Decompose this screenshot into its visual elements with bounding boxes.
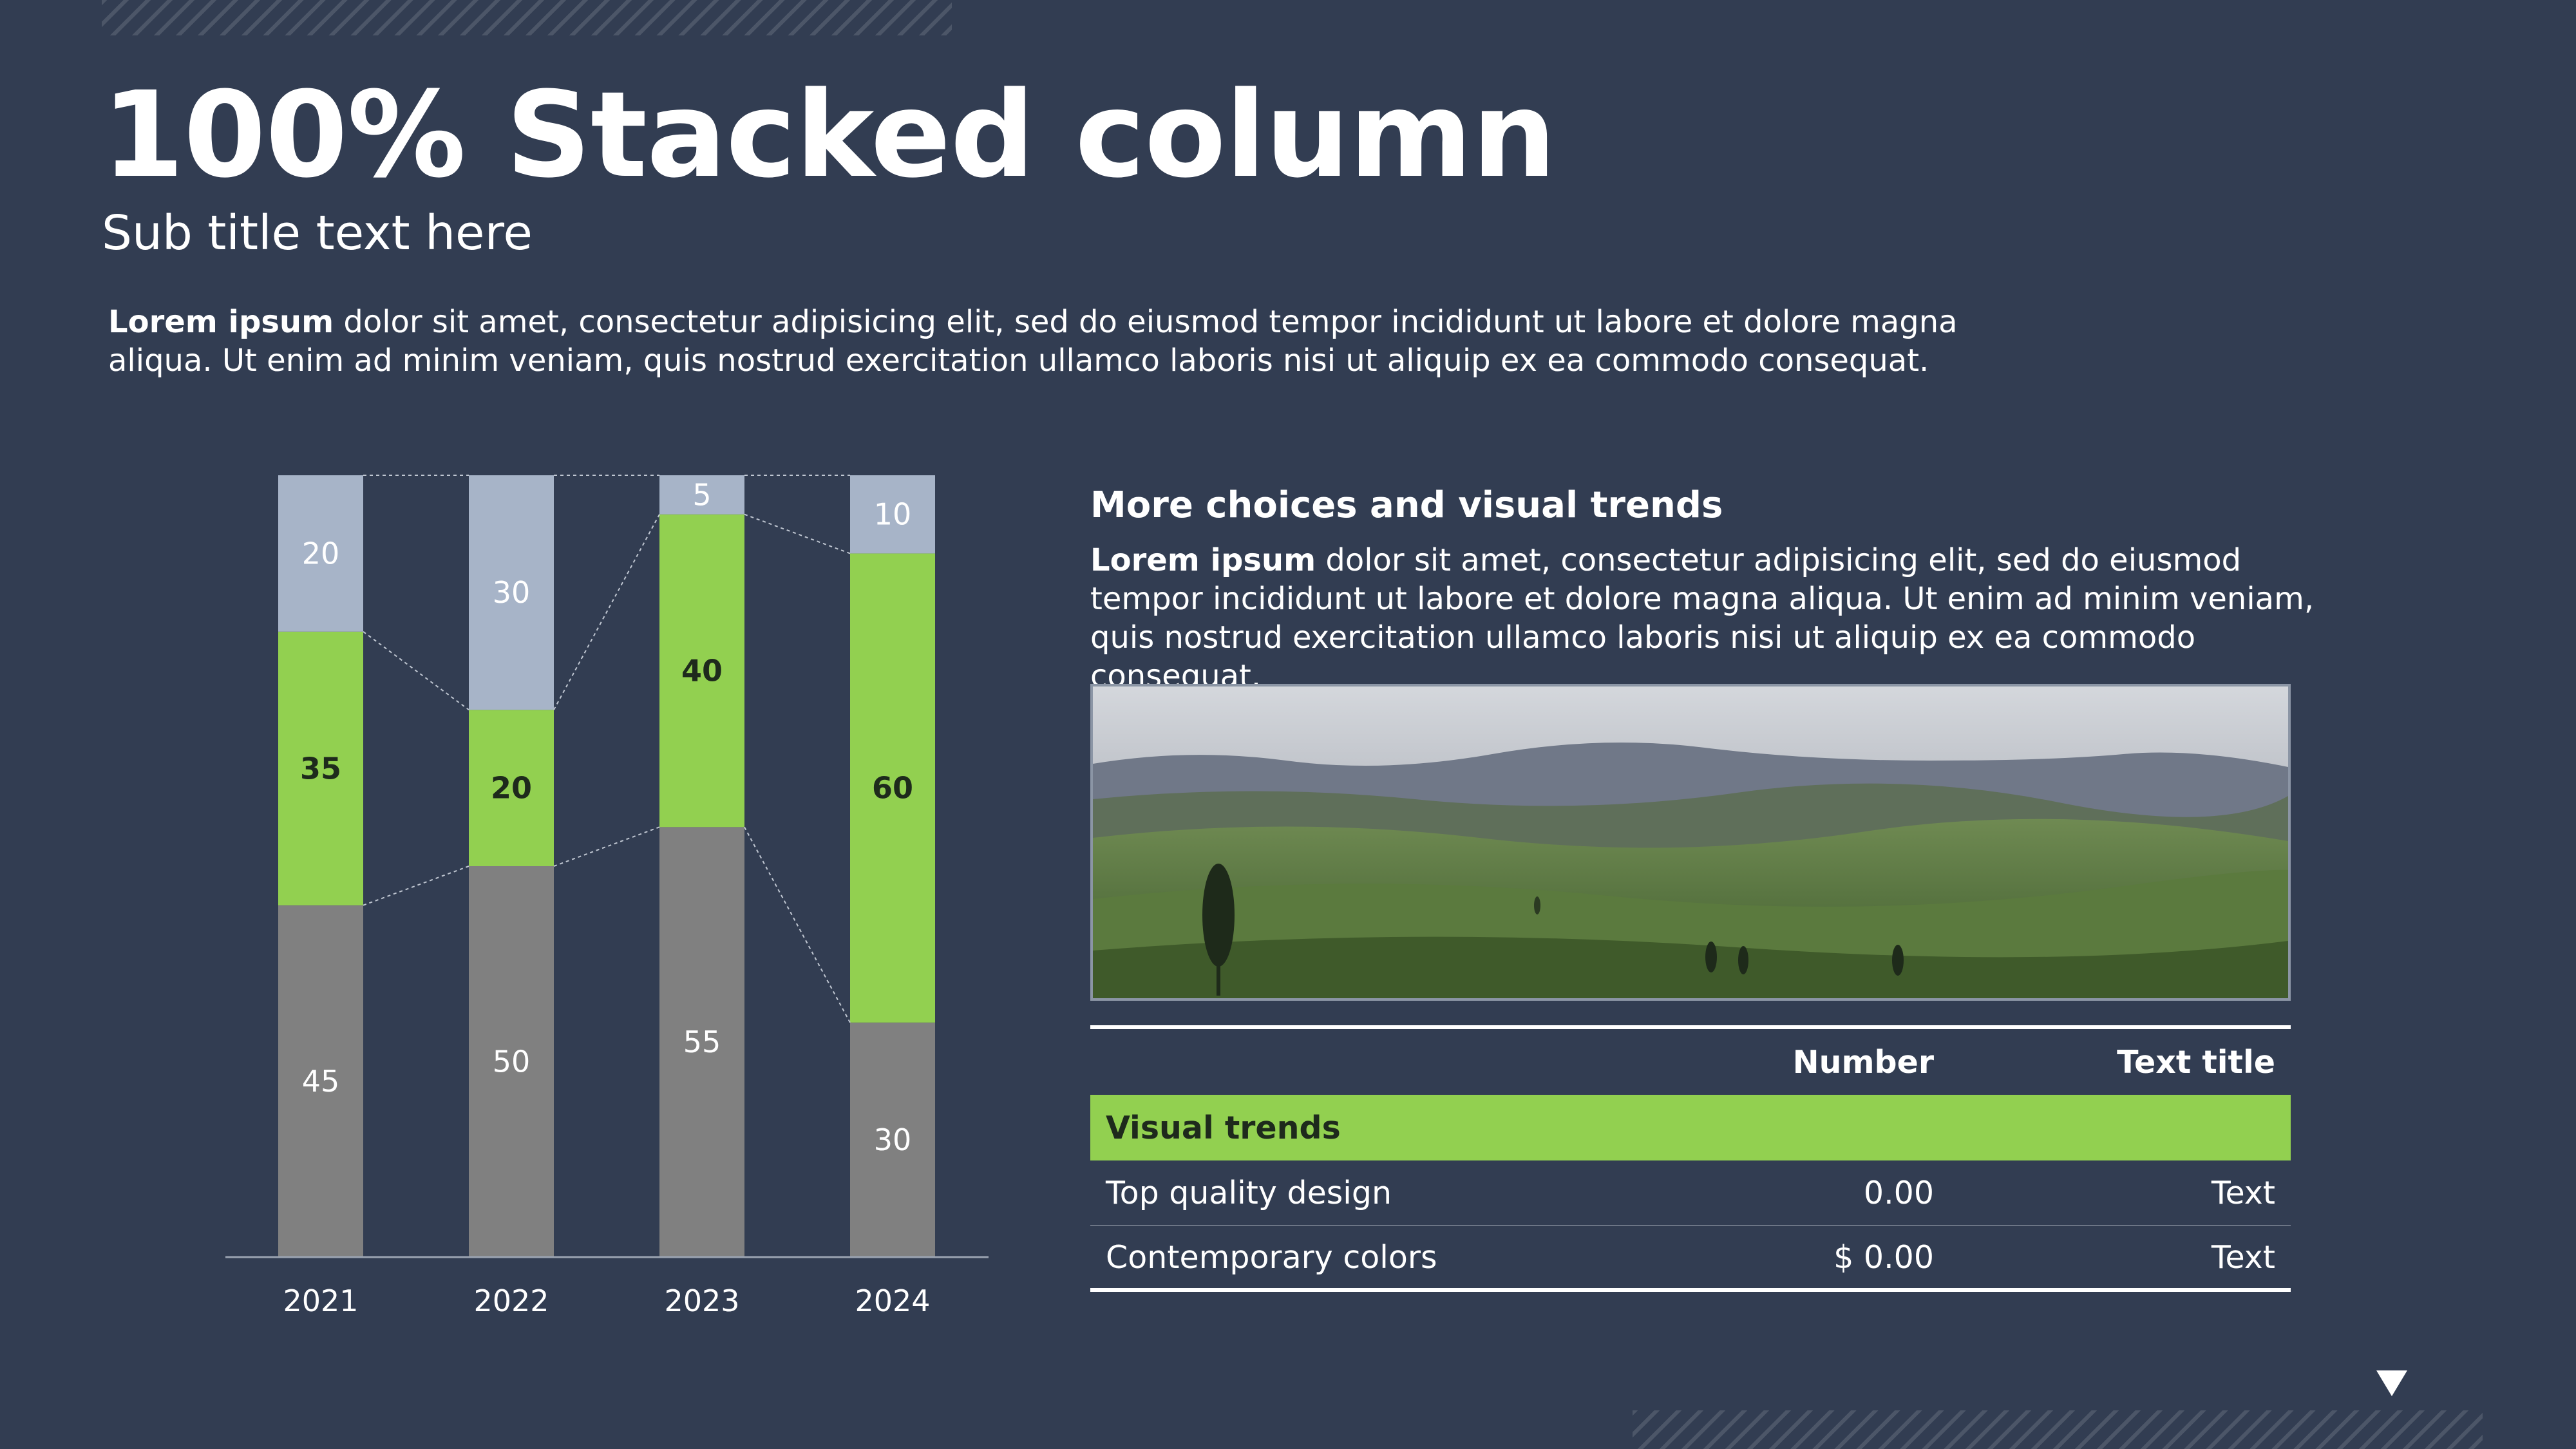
data-label: 40: [681, 654, 723, 688]
connector-line: [744, 826, 851, 1023]
data-label: 5: [692, 477, 711, 512]
table-cell-label: Top quality design: [1106, 1174, 1392, 1211]
bar-segment: [659, 514, 744, 828]
bar-segment: [659, 827, 744, 1257]
table-header-text-title: Text title: [2117, 1043, 2275, 1081]
data-label: 30: [874, 1122, 912, 1157]
bar-segment: [469, 710, 554, 866]
chart-svg: 45 35 20 2021 50 20 30 2022 55 40 5 2023 30 60 10 2024: [225, 475, 989, 1318]
bar-segment: [850, 475, 935, 554]
data-label: 20: [491, 771, 532, 806]
bar-segment: [469, 475, 554, 710]
intro-text: dolor sit amet, consectetur adipisicing …: [108, 304, 1958, 379]
bar-segment: [278, 475, 363, 632]
x-tick-label: 2024: [855, 1283, 930, 1318]
page-subtitle: Sub title text here: [102, 205, 533, 261]
bar-segment: [278, 905, 363, 1257]
bar-segment: [469, 866, 554, 1257]
connector-line: [553, 826, 660, 867]
page-title: 100% Stacked column: [102, 66, 1556, 204]
table-cell-text: Text: [2211, 1238, 2275, 1276]
x-tick-label: 2023: [664, 1283, 739, 1318]
data-label: 60: [872, 771, 913, 806]
data-label: 20: [302, 536, 340, 571]
connector-line: [363, 866, 469, 906]
landscape-image: [1093, 687, 2288, 998]
data-label: 10: [874, 497, 912, 532]
stacked-column-chart: 45 35 20 2021 50 20 30 2022 55 40 5 2023 30 60 10 2024: [193, 451, 1030, 1352]
data-table: Number Text title Visual trends Top qual…: [1090, 1025, 2291, 1292]
connector-line: [744, 513, 851, 554]
table-row: Top quality design 0.00 Text: [1090, 1160, 2291, 1226]
table-header-row: Number Text title: [1090, 1029, 2291, 1095]
x-tick-label: 2021: [283, 1283, 358, 1318]
landscape-photo: [1090, 684, 2291, 1001]
table-group-row: Visual trends: [1090, 1095, 2291, 1160]
bar-segment: [850, 1022, 935, 1257]
data-label: 30: [493, 575, 531, 610]
x-tick-label: 2022: [473, 1283, 549, 1318]
data-label: 50: [493, 1045, 531, 1079]
right-panel-title: More choices and visual trends: [1090, 484, 1723, 526]
data-label: 55: [683, 1025, 721, 1059]
table-row: Contemporary colors $ 0.00 Text: [1090, 1226, 2291, 1292]
bar-segment: [850, 553, 935, 1023]
triangle-down-icon[interactable]: [2376, 1370, 2407, 1396]
table-cell-number: $ 0.00: [1833, 1238, 1934, 1276]
decorative-hatch-top: [102, 0, 952, 35]
bar-segment: [278, 631, 363, 905]
table-cell-number: 0.00: [1863, 1174, 1934, 1211]
data-label: 35: [300, 751, 341, 786]
right-panel-paragraph: Lorem ipsum dolor sit amet, consectetur …: [1090, 541, 2353, 696]
decorative-hatch-bottom: [1633, 1410, 2483, 1449]
table-header-number: Number: [1792, 1043, 1934, 1081]
data-label: 45: [302, 1064, 340, 1099]
connector-line: [553, 514, 660, 710]
right-panel-text: dolor sit amet, consectetur adipisicing …: [1090, 542, 2315, 694]
table-group-label: Visual trends: [1106, 1109, 1341, 1146]
connector-line: [363, 630, 469, 711]
table-cell-text: Text: [2211, 1174, 2275, 1211]
intro-paragraph: Lorem ipsum dolor sit amet, consectetur …: [108, 303, 1976, 380]
intro-bold: Lorem ipsum: [108, 304, 334, 340]
table-cell-label: Contemporary colors: [1106, 1238, 1437, 1276]
bar-segment: [659, 475, 744, 515]
table-top-rule: [1090, 1025, 2291, 1029]
right-panel-bold: Lorem ipsum: [1090, 542, 1316, 578]
